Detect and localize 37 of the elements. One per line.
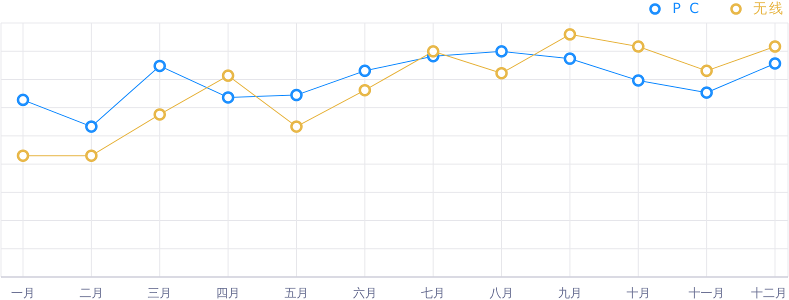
point <box>153 108 166 121</box>
point <box>222 69 234 82</box>
point <box>632 74 645 87</box>
point <box>153 60 166 72</box>
x-tick-label: 六月 <box>352 286 377 300</box>
x-tick-label: 八月 <box>490 286 514 300</box>
legend-label: P C <box>672 1 701 17</box>
legend-label: 无线 <box>753 0 785 18</box>
x-tick-label: 二月 <box>79 286 104 300</box>
point <box>358 64 372 78</box>
x-tick-label: 四月 <box>216 286 240 300</box>
point <box>222 91 234 104</box>
point <box>358 84 372 96</box>
point <box>495 66 508 80</box>
x-tick-label: 九月 <box>558 286 582 300</box>
point <box>495 45 508 58</box>
x-tick-label: 三月 <box>148 286 172 300</box>
x-tick-label: 五月 <box>284 286 308 300</box>
x-tick-label: 十月 <box>626 286 650 300</box>
point <box>768 57 782 70</box>
point <box>290 120 303 133</box>
x-tick-label: 十二月 <box>751 286 787 300</box>
point <box>564 28 576 41</box>
point <box>632 40 645 53</box>
x-tick-label: 七月 <box>421 286 446 300</box>
point <box>426 45 440 58</box>
x-tick-label: 十一月 <box>688 286 725 300</box>
point <box>700 64 713 78</box>
point <box>16 149 30 162</box>
point <box>16 94 30 106</box>
point <box>700 86 713 99</box>
point <box>85 149 98 162</box>
point <box>564 52 576 65</box>
point <box>290 88 303 102</box>
point <box>85 120 98 133</box>
x-tick-label: 一月 <box>11 286 35 300</box>
point <box>768 40 782 53</box>
